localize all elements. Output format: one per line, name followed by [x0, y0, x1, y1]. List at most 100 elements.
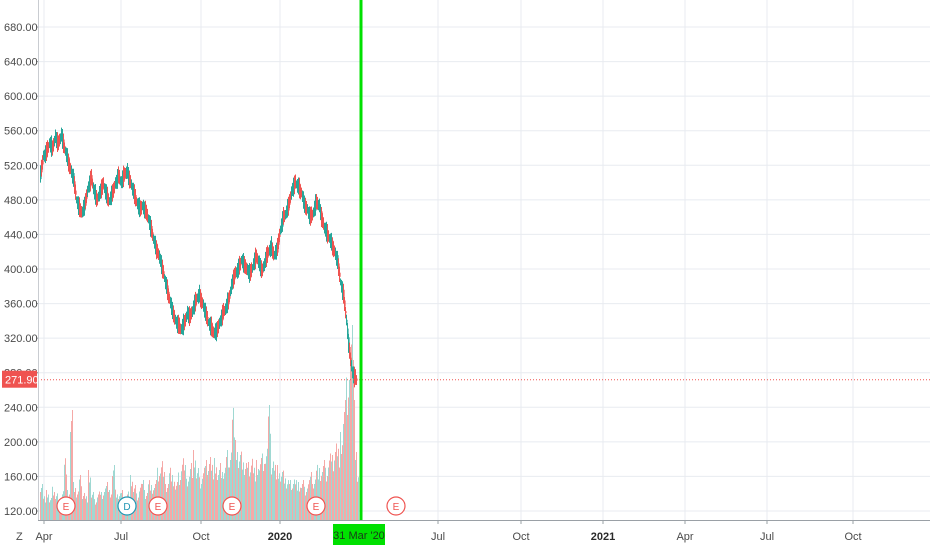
volume-bar: [111, 494, 112, 520]
volume-bar: [299, 491, 300, 520]
timezone-corner-label[interactable]: Z: [16, 531, 23, 543]
candle-body: [184, 318, 186, 327]
volume-bar: [316, 470, 317, 520]
x-axis: Apr Jul Oct 2020 Jul Oct 2021 Apr Jul Oct: [35, 520, 930, 543]
candle-body: [189, 310, 191, 321]
candle-body: [86, 194, 88, 199]
volume-bar: [256, 460, 257, 520]
volume-bar: [179, 485, 180, 520]
volume-bar: [302, 484, 303, 520]
candle-body: [240, 261, 242, 266]
event-circle: [56, 496, 76, 516]
candle-body: [64, 145, 66, 151]
event-marker-earnings[interactable]: E: [56, 496, 76, 516]
event-label: E: [313, 502, 320, 513]
candle-body: [119, 175, 121, 181]
candle-body: [204, 306, 206, 313]
volume-bar: [216, 467, 217, 520]
candle-body: [182, 324, 184, 331]
candle-body: [273, 251, 275, 256]
volume-bar: [252, 458, 253, 520]
candle-body: [312, 213, 314, 216]
candle-body: [91, 175, 93, 182]
candle-body: [275, 251, 277, 256]
volume-bar: [224, 473, 225, 520]
volume-bar: [100, 494, 101, 520]
candle-body: [349, 346, 351, 356]
event-marker-earnings[interactable]: E: [306, 496, 326, 516]
volume-bar: [115, 489, 116, 520]
candle-body: [60, 136, 62, 139]
volume-bar: [229, 467, 230, 520]
volume-bars: [40, 325, 359, 520]
volume-bar: [214, 458, 215, 520]
candle-body: [253, 262, 255, 267]
volume-bar: [177, 482, 178, 520]
volume-bar: [101, 492, 102, 520]
event-marker-earnings[interactable]: E: [148, 496, 168, 516]
volume-bar: [51, 498, 52, 520]
candle-body: [128, 170, 130, 181]
candle-body: [264, 261, 266, 266]
candle-body: [167, 285, 169, 296]
candle-body: [220, 318, 222, 323]
volume-bar: [223, 478, 224, 520]
volume-bar: [107, 482, 108, 520]
candle-body: [309, 210, 311, 219]
candle-body: [92, 182, 94, 185]
x-tick-label: Oct: [844, 531, 861, 543]
candle-body: [351, 366, 353, 368]
candle-body: [252, 267, 254, 269]
volume-bar: [48, 494, 49, 520]
event-marker-earnings[interactable]: E: [386, 496, 406, 516]
candle-body: [245, 263, 247, 270]
volume-bar: [222, 472, 223, 520]
volume-bar: [144, 490, 145, 520]
volume-bar: [174, 481, 175, 520]
candle-body: [319, 204, 321, 209]
price-candles: [40, 127, 358, 388]
candle-body: [221, 313, 223, 323]
volume-bar: [335, 452, 336, 520]
event-marker-earnings[interactable]: E: [222, 496, 242, 516]
volume-bar: [338, 448, 339, 520]
volume-bar: [71, 421, 72, 520]
candle-body: [94, 189, 96, 197]
candle-body: [48, 145, 50, 148]
volume-bar: [97, 497, 98, 520]
candle-body: [46, 147, 48, 158]
candle-body: [164, 277, 166, 279]
cursor-date-value: 31 Mar '20: [333, 530, 385, 542]
volume-bar: [292, 488, 293, 520]
y-tick-label: 160.00: [4, 471, 38, 483]
candle-body: [129, 174, 131, 184]
candle-body: [203, 305, 205, 308]
volume-bar: [193, 450, 194, 520]
candle-body: [192, 309, 194, 312]
volume-bar: [116, 497, 117, 520]
candle-body: [270, 245, 272, 252]
candle-body: [66, 152, 68, 157]
event-marker-dividend[interactable]: D: [117, 496, 137, 516]
candle-body: [174, 315, 176, 320]
candle-body: [154, 240, 156, 246]
candle-body: [156, 243, 158, 255]
volume-bar: [181, 471, 182, 520]
candle-body: [173, 309, 175, 319]
candle-body: [126, 171, 128, 174]
candle-body: [83, 205, 85, 213]
candle-body: [85, 197, 87, 206]
candle-body: [333, 245, 335, 252]
candle-body: [131, 185, 133, 187]
volume-bar: [54, 492, 55, 520]
volume-bar: [317, 464, 318, 520]
volume-bar: [352, 376, 353, 520]
volume-bar: [288, 480, 289, 520]
candle-body: [120, 180, 122, 182]
candle-body: [58, 140, 60, 147]
candle-body: [118, 171, 120, 180]
volume-bar: [238, 468, 239, 520]
volume-bar: [244, 475, 245, 520]
candle-body: [74, 181, 76, 190]
